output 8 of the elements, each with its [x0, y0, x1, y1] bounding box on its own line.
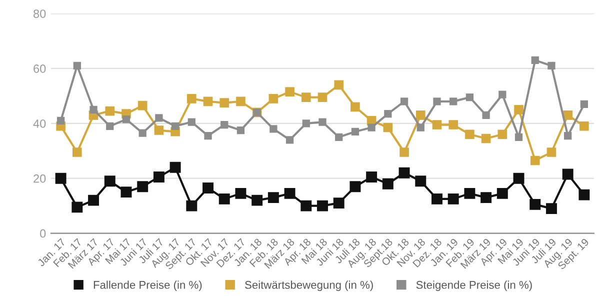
y-tick-label: 60 [34, 64, 46, 73]
y-tick-label: 80 [34, 10, 46, 18]
legend-label: Seitwärtsbewegung (in %) [245, 280, 373, 291]
legend-label: Steigende Preise (in %) [416, 280, 532, 291]
y-tick-label: 0 [40, 229, 46, 238]
y-tick-label: 40 [33, 119, 46, 128]
legend-label: Fallende Preise (in %) [94, 280, 202, 291]
y-tick-label: 20 [34, 174, 46, 183]
